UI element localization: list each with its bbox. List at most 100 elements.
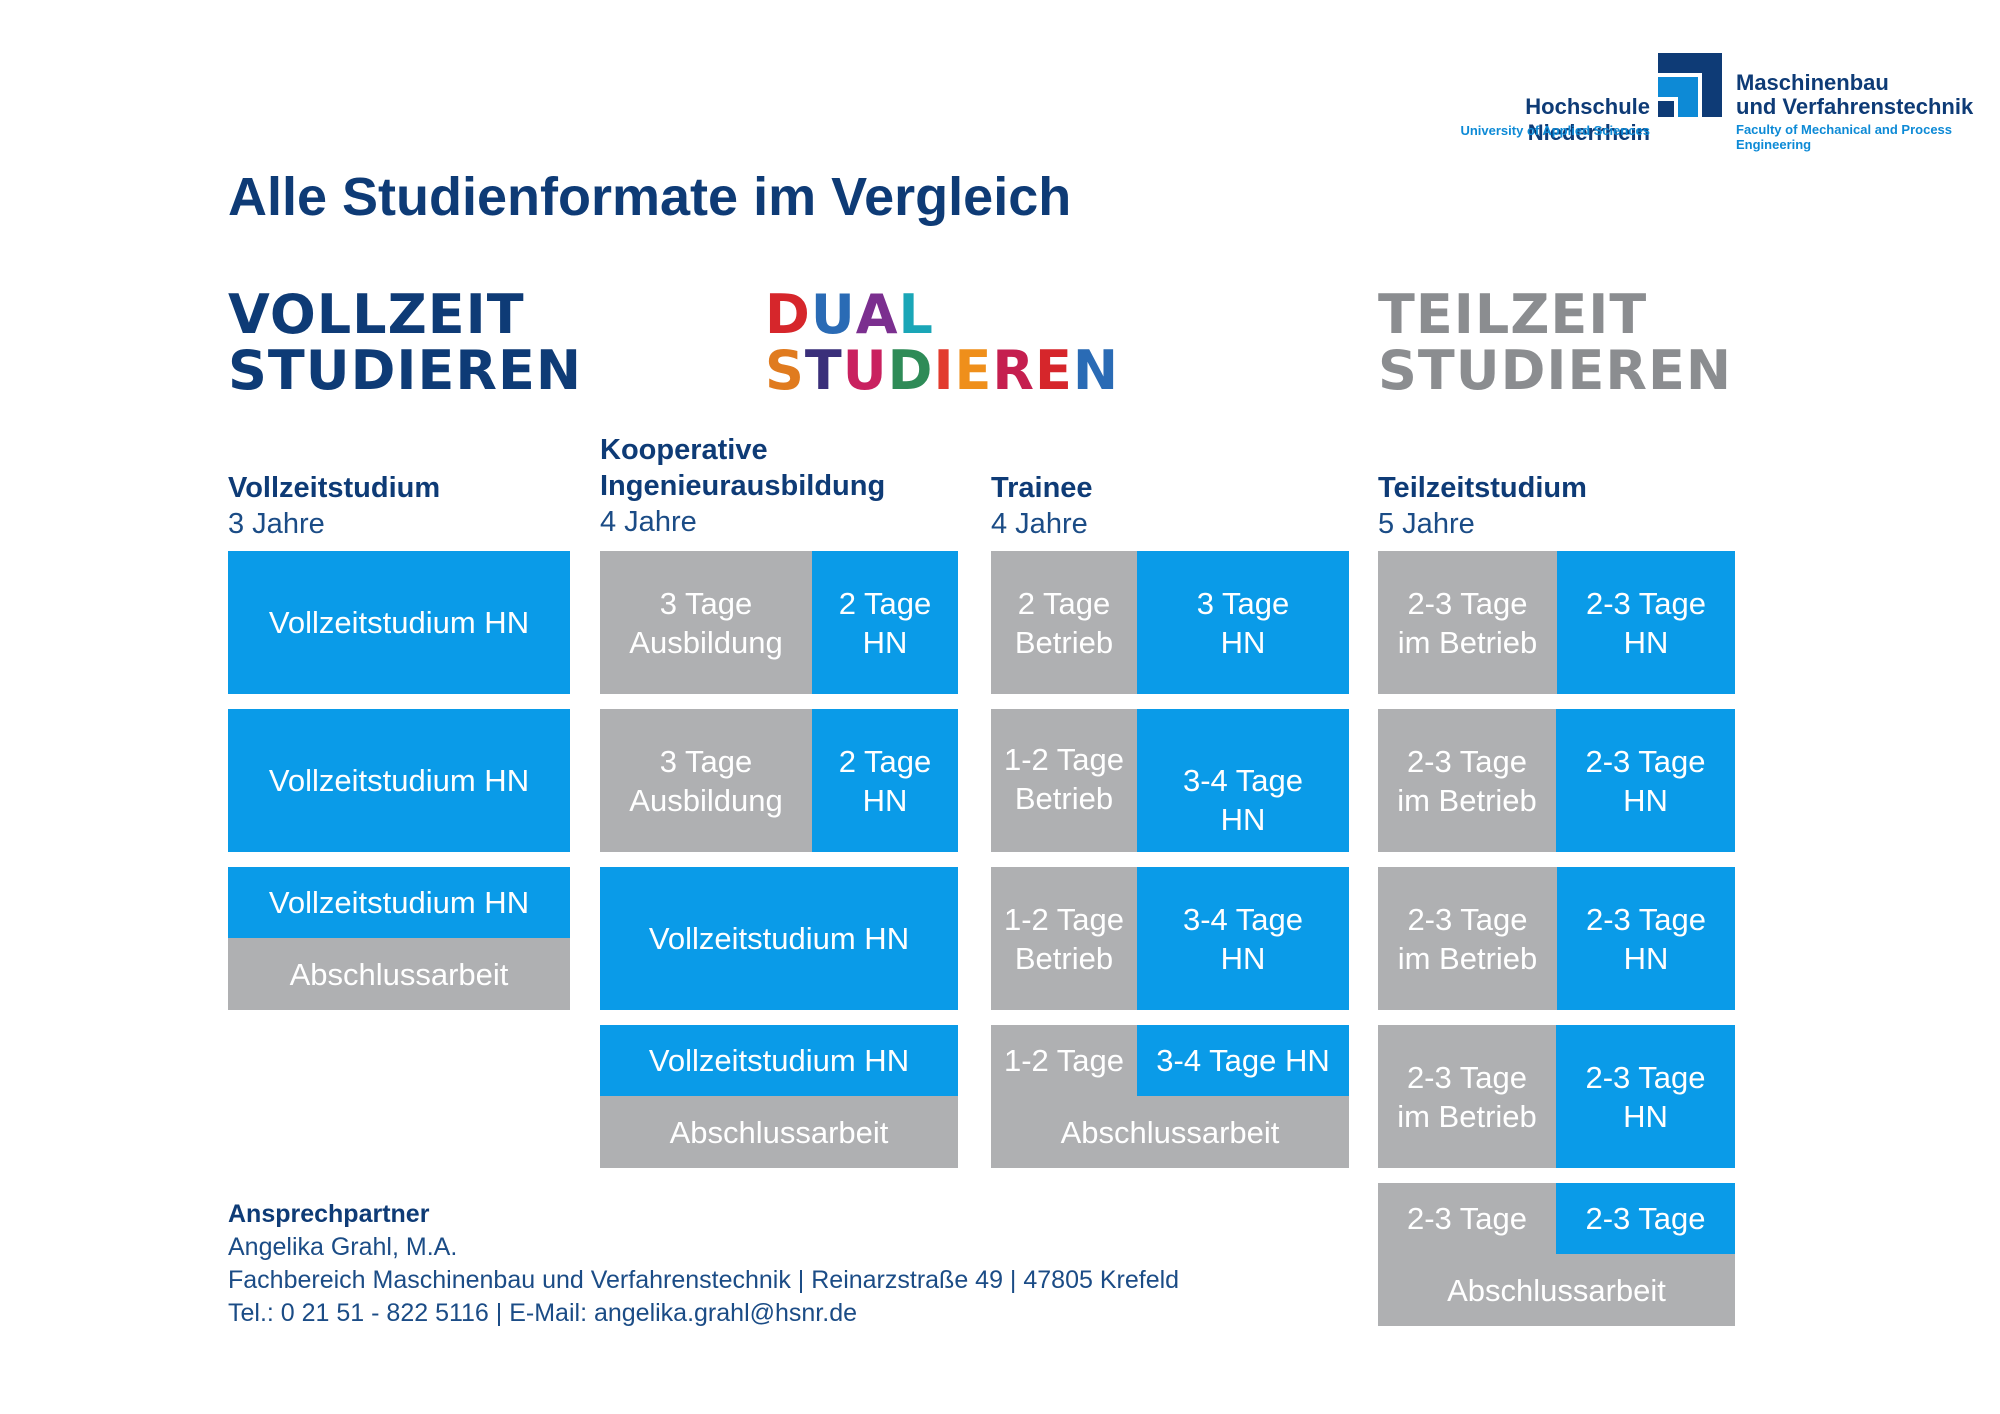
block-line: HN [1623,624,1669,660]
block-kooperativ-row1-right: 2 Tage HN [812,551,958,694]
block-teilzeit-row4-left: 2-3 Tage im Betrieb [1378,1025,1556,1168]
block-trainee-row4-bottom: Abschlussarbeit [991,1096,1349,1168]
heading-dual: DUAL STUDIEREN [765,287,1119,399]
heading-dual-letter: U [842,339,888,402]
block-teilzeit-row1-left: 2-3 Tage im Betrieb [1378,551,1557,694]
column-header-vollzeit: Vollzeitstudium 3 Jahre [228,470,440,542]
block-line: Ausbildung [629,782,783,818]
block-teilzeit-row3-right: 2-3 Tage HN [1557,867,1735,1010]
heading-teilzeit-line1: TEILZEIT [1378,283,1648,346]
block-line: 3 Tage [1196,585,1290,621]
block-vollzeit-row3-top: Vollzeitstudium HN [228,867,570,938]
block-line: 2-3 Tage [1585,901,1707,937]
block-line: 3-4 Tage [1182,901,1304,937]
heading-vollzeit: VOLLZEIT STUDIEREN [228,287,582,399]
column-title-line2: Ingenieurausbildung [600,470,886,502]
block-line: 2-3 Tage [1585,1059,1706,1095]
block-trainee-row1-right: 3 Tage HN [1137,551,1349,694]
block-line: im Betrieb [1397,782,1537,818]
column-title: Trainee [991,472,1093,504]
block-line: 2 Tage [1017,585,1111,621]
block-line: HN [1623,782,1668,818]
heading-dual-letter: E [954,339,993,402]
block-trainee-row2-right: 3-4 Tage HN [1137,709,1349,852]
faculty-subtitle-line2: Engineering [1736,137,1812,152]
heading-dual-letter: D [887,339,934,402]
block-line: 1-2 Tage [1003,742,1125,777]
block-teilzeit-row1-right: 2-3 Tage HN [1557,551,1735,694]
block-trainee-row1-left: 2 Tage Betrieb [991,551,1137,694]
block-line: 2-3 Tage [1585,743,1706,779]
contact-address: Fachbereich Maschinenbau und Verfahrenst… [228,1266,1180,1294]
column-title-line1: Kooperative [600,434,768,466]
block-line: im Betrieb [1397,624,1538,660]
faculty-subtitle: Faculty of Mechanical and Process Engine… [1736,122,1996,152]
heading-dual-letter: T [804,339,843,402]
heading-dual-letter: S [765,339,805,402]
block-line: HN [1220,802,1266,837]
contact-phone-email: Tel.: 0 21 51 - 822 5116 | E-Mail: angel… [228,1299,858,1327]
block-line: 3 Tage [659,585,753,621]
block-trainee-row2-left: 1-2 Tage Betrieb [991,709,1137,852]
column-header-kooperativ: Kooperative Ingenieurausbildung 4 Jahre [600,432,885,540]
block-teilzeit-row2-right: 2-3 Tage HN [1556,709,1735,852]
page-title: Alle Studienformate im Vergleich [228,167,1072,227]
heading-teilzeit: TEILZEIT STUDIEREN [1378,287,1732,399]
heading-dual-letter: A [855,283,899,346]
block-line: HN [1220,940,1266,976]
faculty-name-line2: und Verfahrenstechnik [1736,94,1974,119]
block-teilzeit-row5-top-left: 2-3 Tage [1378,1183,1556,1254]
heading-teilzeit-line2: STUDIEREN [1378,339,1733,402]
block-vollzeit-row1: Vollzeitstudium HN [228,551,570,694]
block-teilzeit-row3-left: 2-3 Tage im Betrieb [1378,867,1557,1010]
column-duration: 4 Jahre [991,508,1088,540]
block-kooperativ-row3: Vollzeitstudium HN [600,867,958,1010]
block-kooperativ-row4-top: Vollzeitstudium HN [600,1025,958,1096]
column-header-trainee: Trainee 4 Jahre [991,470,1093,542]
contact-heading: Ansprechpartner [228,1200,430,1228]
block-line: Betrieb [1014,781,1114,816]
block-kooperativ-row2-left: 3 Tage Ausbildung [600,709,812,852]
block-line: 2-3 Tage [1406,743,1528,779]
block-line: 2-3 Tage [1407,585,1528,621]
block-line: HN [862,782,908,818]
column-title: Vollzeitstudium [228,472,441,504]
heading-dual-letter: L [898,283,934,346]
block-line: 1-2 Tage [1003,901,1125,937]
heading-dual-letter: D [765,283,811,346]
faculty-name: Maschinenbau und Verfahrenstechnik [1736,71,1996,119]
block-teilzeit-row4-right: 2-3 Tage HN [1556,1025,1735,1168]
block-line: HN [862,624,908,660]
column-duration: 3 Jahre [228,508,325,540]
block-kooperativ-row2-right: 2 Tage HN [812,709,958,852]
block-line: 3 Tage [659,743,753,779]
block-line: HN [1623,1098,1668,1134]
block-line: 2-3 Tage [1407,901,1528,937]
block-trainee-row3-right: 3-4 Tage HN [1137,867,1349,1010]
column-duration: 4 Jahre [600,506,697,538]
university-name: Hochschule Niederrhein [1525,94,1650,145]
block-kooperativ-row4-bottom: Abschlussarbeit [600,1096,958,1168]
heading-dual-letter: E [1035,339,1073,402]
heading-dual-letter: U [810,283,856,346]
block-line: im Betrieb [1397,940,1538,976]
heading-dual-letter: I [933,339,955,402]
heading-dual-line1: DUAL [765,287,1119,343]
block-trainee-row3-left: 1-2 Tage Betrieb [991,867,1137,1010]
university-logo-mark-icon [1658,53,1722,117]
block-line: 2-3 Tage [1585,585,1707,621]
block-line: im Betrieb [1397,1098,1537,1134]
block-trainee-row4-top-right: 3-4 Tage HN [1137,1025,1349,1096]
heading-dual-line2: STUDIEREN [765,343,1119,399]
block-vollzeit-row3-bottom: Abschlussarbeit [228,938,570,1010]
block-teilzeit-row2-left: 2-3 Tage im Betrieb [1378,709,1556,852]
block-line: Betrieb [1014,624,1114,660]
block-line: 2-3 Tage [1406,1059,1528,1095]
faculty-name-line1: Maschinenbau [1736,70,1889,95]
column-title: Teilzeitstudium [1378,472,1587,504]
university-subtitle: University of Applied Sciences [1460,123,1650,138]
column-header-teilzeit: Teilzeitstudium 5 Jahre [1378,470,1587,542]
block-line: 2 Tage [838,743,932,779]
block-vollzeit-row2: Vollzeitstudium HN [228,709,570,852]
heading-dual-letter: N [1072,339,1120,402]
